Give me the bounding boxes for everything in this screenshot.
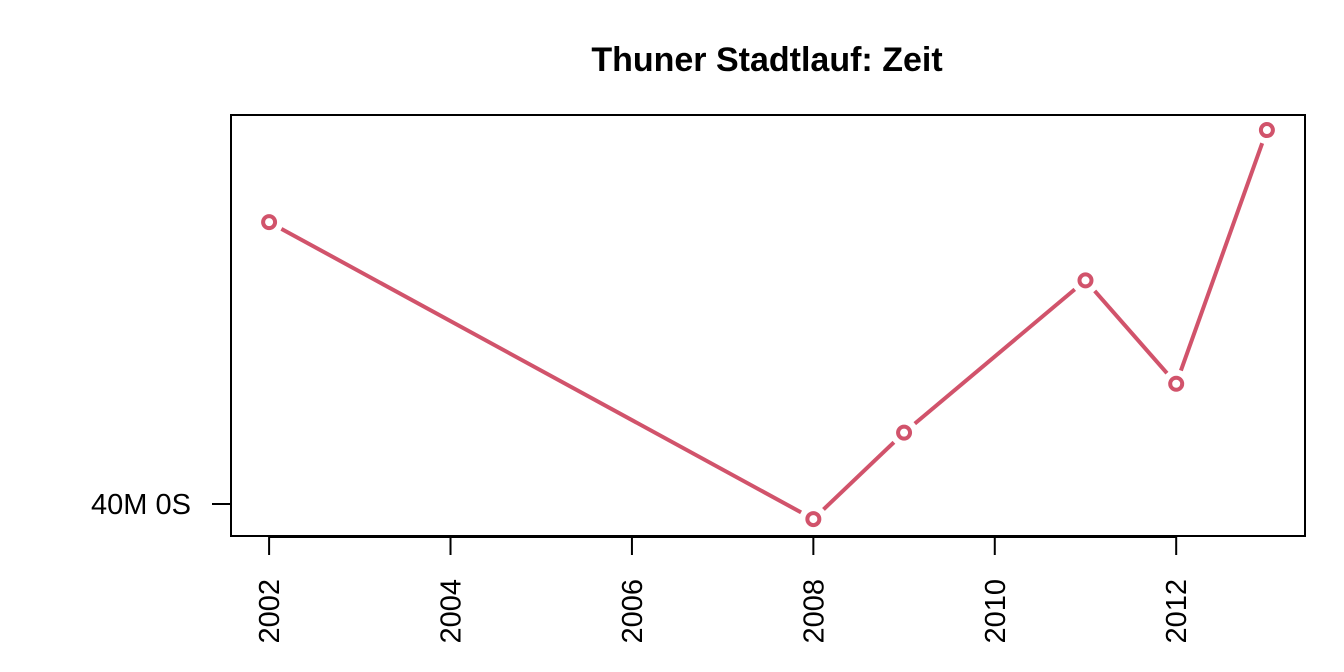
- x-tick-label: 2012: [1161, 579, 1193, 644]
- x-tick-label: 2010: [980, 579, 1012, 644]
- plot-area-frame: [230, 114, 1306, 537]
- x-tick-label: 2004: [436, 579, 468, 644]
- series-layer: [261, 122, 1275, 528]
- data-point: [805, 511, 822, 528]
- data-point: [1077, 272, 1094, 289]
- chart-title: Thuner Stadtlauf: Zeit: [591, 41, 942, 79]
- data-point: [1168, 375, 1185, 392]
- x-tick-label: 2002: [254, 579, 286, 644]
- x-tick-label: 2006: [617, 579, 649, 644]
- series-line-segment: [913, 287, 1077, 426]
- series-line-segment: [1179, 142, 1265, 372]
- y-tick-label: 40M 0S: [91, 489, 191, 521]
- x-axis: 2002 2004 2006 2008 2010 2012: [254, 536, 1193, 644]
- data-point: [261, 214, 278, 231]
- series-line-segment: [280, 227, 803, 515]
- series-line-segment: [1093, 289, 1169, 375]
- data-point: [1258, 122, 1275, 139]
- x-tick-label: 2008: [798, 579, 830, 644]
- data-point: [896, 424, 913, 441]
- series-line-segment: [822, 440, 896, 511]
- y-axis: 40M 0S: [91, 489, 231, 521]
